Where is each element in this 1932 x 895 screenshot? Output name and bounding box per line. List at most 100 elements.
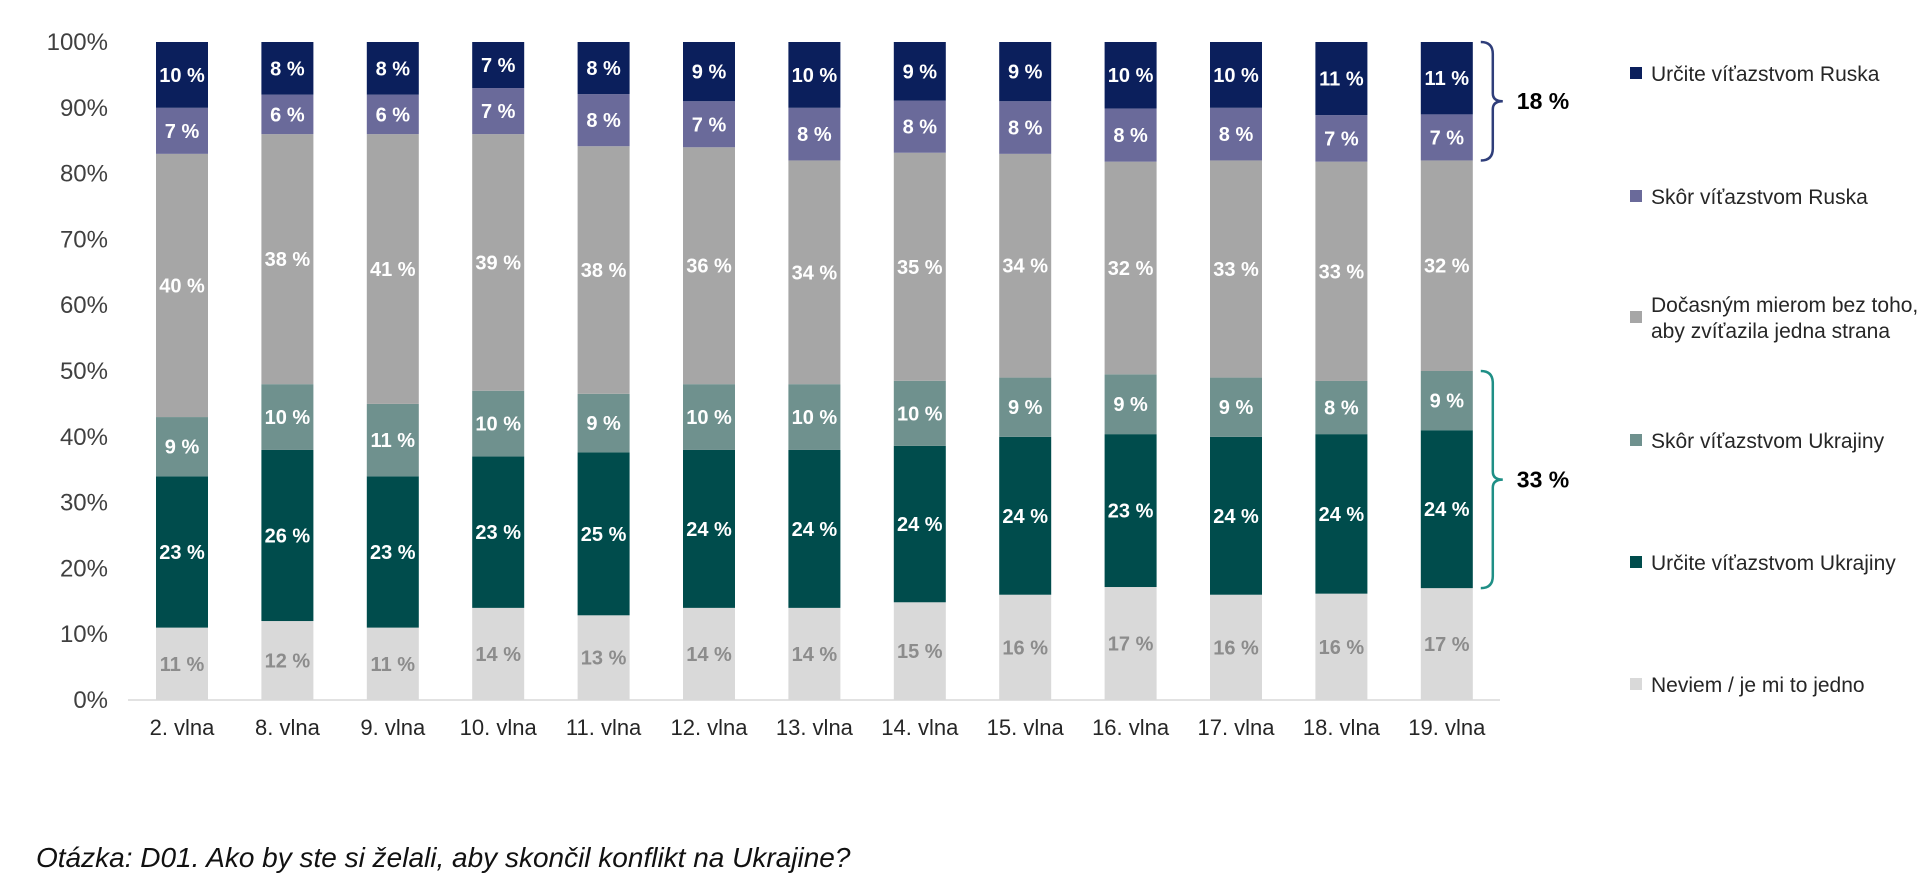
bar-segment bbox=[999, 101, 1052, 154]
bar-segment bbox=[472, 456, 525, 608]
x-tick-label: 16. vlna bbox=[1092, 715, 1170, 740]
legend-label: Dočasným mierom bez toho, bbox=[1651, 294, 1918, 317]
legend-swatch bbox=[1630, 556, 1642, 568]
bar-segment bbox=[577, 615, 630, 700]
data-label: 8 % bbox=[586, 58, 621, 80]
legend-label: Určite víťazstvom Ukrajiny bbox=[1651, 552, 1896, 575]
bar-segment bbox=[1104, 42, 1157, 109]
data-label: 16 % bbox=[1002, 637, 1048, 659]
data-label: 17 % bbox=[1108, 634, 1154, 656]
data-label: 24 % bbox=[1002, 506, 1048, 528]
legend-label: Neviem / je mi to jedno bbox=[1651, 674, 1865, 697]
bar-segment bbox=[999, 594, 1052, 700]
data-label: 34 % bbox=[1002, 256, 1048, 278]
x-tick-label: 8. vlna bbox=[255, 715, 321, 740]
y-tick-label: 50% bbox=[60, 358, 108, 385]
bar-segment bbox=[1210, 107, 1262, 161]
data-label: 8 % bbox=[1324, 398, 1359, 420]
x-tick-label: 18. vlna bbox=[1303, 715, 1381, 740]
data-label: 14 % bbox=[686, 644, 732, 666]
data-label: 8 % bbox=[270, 58, 305, 80]
data-label: 14 % bbox=[475, 644, 521, 666]
x-tick-label: 15. vlna bbox=[987, 715, 1065, 740]
bracket-total-label: 18 % bbox=[1517, 88, 1569, 114]
data-label: 39 % bbox=[475, 252, 521, 274]
bar-segment bbox=[261, 449, 314, 622]
bar-segment bbox=[366, 94, 419, 135]
data-label: 9 % bbox=[165, 437, 200, 459]
data-label: 24 % bbox=[897, 514, 943, 536]
data-label: 23 % bbox=[159, 542, 205, 564]
bar-segment bbox=[577, 146, 630, 394]
bar-segment bbox=[788, 449, 841, 608]
bar-segment bbox=[683, 42, 735, 102]
x-axis: 2. vlna 8. vlna 9. vlna 10. vlna 11. vlna 12.… bbox=[128, 699, 1500, 740]
legend-swatch bbox=[1630, 678, 1642, 690]
bar-segment bbox=[1315, 115, 1368, 162]
bar-segment bbox=[261, 42, 314, 95]
data-label: 7 % bbox=[692, 114, 727, 136]
data-label: 7 % bbox=[1430, 127, 1465, 149]
data-label: 9 % bbox=[1219, 397, 1254, 419]
bar-segment bbox=[893, 100, 946, 153]
bar-segment bbox=[683, 607, 735, 700]
bar-segment bbox=[999, 436, 1052, 595]
bar-segment bbox=[893, 42, 946, 101]
y-tick-label: 70% bbox=[60, 226, 108, 253]
data-label: 10 % bbox=[475, 414, 521, 436]
bracket-total-label: 33 % bbox=[1517, 467, 1569, 493]
legend-label: aby zvíťazila jedna strana bbox=[1651, 320, 1890, 343]
bar-segment bbox=[577, 452, 630, 616]
data-label: 32 % bbox=[1424, 256, 1470, 278]
data-label: 14 % bbox=[792, 644, 838, 666]
bar-segment bbox=[788, 607, 841, 700]
data-label: 24 % bbox=[1319, 504, 1365, 526]
bar-segment bbox=[472, 390, 525, 457]
bar-segment bbox=[683, 384, 735, 450]
bar-segment bbox=[1210, 377, 1262, 437]
y-axis: 0% 10% 20% 30% 40% 50% 60% 70% 80% 90% 100% bbox=[47, 29, 108, 714]
bar-segment bbox=[1104, 587, 1157, 700]
data-label: 9 % bbox=[1430, 391, 1465, 413]
bar-segment bbox=[472, 42, 525, 89]
legend-swatch bbox=[1630, 190, 1642, 202]
data-label: 10 % bbox=[1213, 65, 1259, 87]
y-tick-label: 60% bbox=[60, 292, 108, 319]
bar-segment bbox=[261, 94, 314, 135]
data-label: 15 % bbox=[897, 641, 943, 663]
bar-segment bbox=[1104, 108, 1157, 162]
data-label: 38 % bbox=[265, 249, 311, 271]
bar-segment bbox=[788, 107, 841, 161]
bar-segment bbox=[1210, 594, 1262, 700]
bar-segment bbox=[156, 153, 208, 418]
data-label: 10 % bbox=[792, 407, 838, 429]
bar-segment bbox=[472, 134, 525, 391]
bar-segment bbox=[366, 403, 419, 477]
bar-segment bbox=[788, 160, 841, 385]
bar-segment bbox=[683, 449, 735, 608]
bar-segment bbox=[261, 621, 314, 700]
data-label: 41 % bbox=[370, 259, 416, 281]
bar-segment bbox=[1420, 371, 1473, 431]
bar-segment bbox=[577, 393, 630, 453]
data-label: 7 % bbox=[481, 55, 516, 77]
bracket-annotations: 18 % 33 % bbox=[1480, 40, 1569, 590]
x-tick-label: 12. vlna bbox=[670, 715, 748, 740]
data-label: 10 % bbox=[792, 65, 838, 87]
data-label: 9 % bbox=[1008, 397, 1043, 419]
data-label: 13 % bbox=[581, 648, 627, 670]
data-label: 11 % bbox=[371, 654, 416, 676]
data-label: 10 % bbox=[686, 407, 732, 429]
data-label: 8 % bbox=[586, 110, 621, 132]
legend-label: Skôr víťazstvom Ukrajiny bbox=[1651, 430, 1885, 453]
bar-segment bbox=[1104, 161, 1157, 375]
data-label: 7 % bbox=[165, 121, 200, 143]
bar-stacks: 11 % 23 % 9 % 40 % 7 % 10 % 12 % 26 % 10 % 38 % 6 … bbox=[156, 42, 1473, 700]
bar-segment bbox=[893, 602, 946, 700]
data-label: 24 % bbox=[1213, 506, 1259, 528]
data-label: 10 % bbox=[897, 403, 943, 425]
x-tick-label: 9. vlna bbox=[360, 715, 426, 740]
data-label: 23 % bbox=[475, 522, 521, 544]
data-label: 9 % bbox=[692, 62, 727, 84]
data-label: 12 % bbox=[265, 651, 311, 673]
